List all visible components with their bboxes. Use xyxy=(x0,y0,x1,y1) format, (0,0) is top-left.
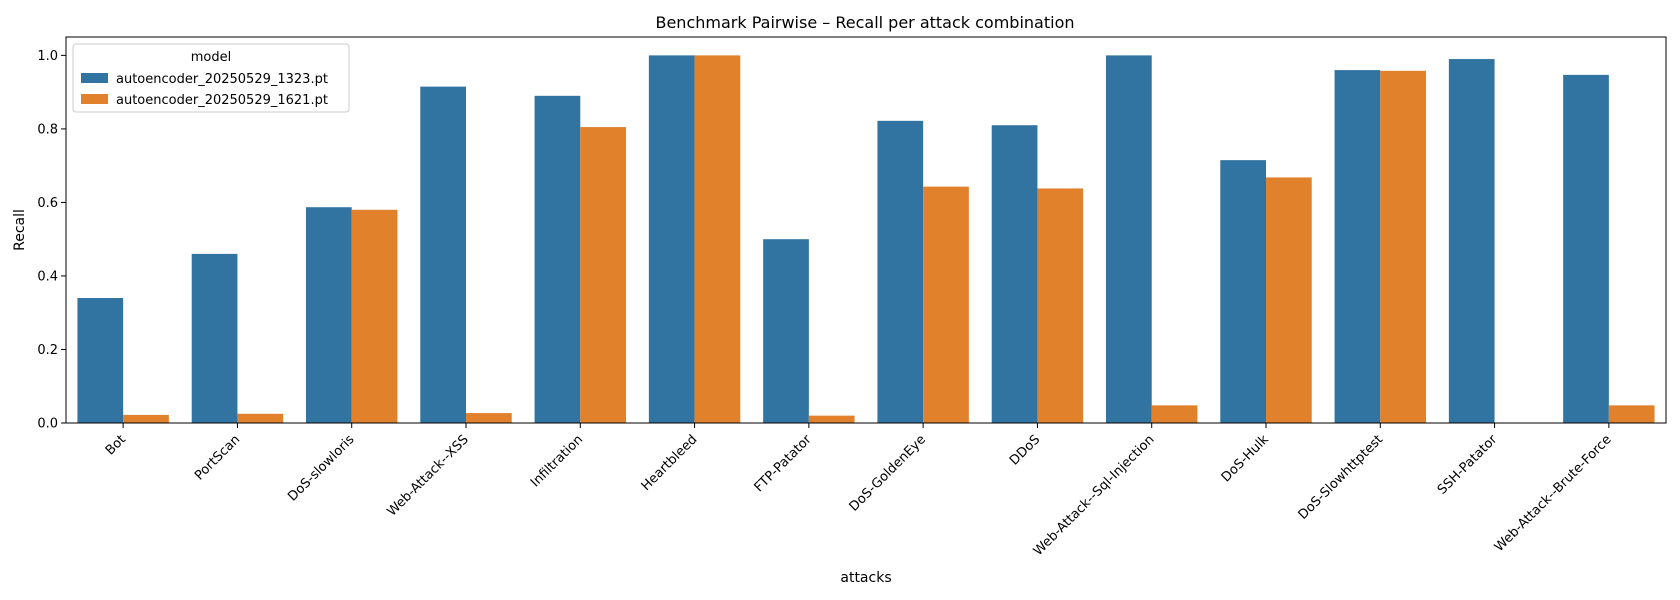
bar-2 xyxy=(466,413,512,423)
bar-1 xyxy=(191,253,238,423)
legend: model autoencoder_20250529_1323.ptautoen… xyxy=(72,43,350,113)
bar-1 xyxy=(1448,59,1495,424)
x-tick-label: Web-Attack--Brute-Force xyxy=(1492,432,1615,555)
legend-title: model xyxy=(191,50,231,65)
legend-swatch xyxy=(81,73,108,83)
bar-2 xyxy=(923,186,969,423)
bar-2 xyxy=(580,127,626,424)
bar-2 xyxy=(1151,405,1198,423)
plot-frame xyxy=(65,36,1667,424)
bar-2 xyxy=(1608,405,1655,423)
x-tick-label: PortScan xyxy=(192,432,243,483)
legend-swatch xyxy=(81,94,108,104)
x-tick-label: DoS-Hulk xyxy=(1219,432,1272,485)
x-tick-label: Infiltration xyxy=(528,432,586,490)
bar-2 xyxy=(351,209,398,423)
x-axis-label: attacks xyxy=(840,570,891,586)
x-tick-label: Web-Attack--Sql-Injection xyxy=(1031,432,1158,559)
x-tick-label: FTP-Patator xyxy=(752,432,815,495)
x-tick-label: Heartbleed xyxy=(639,432,701,494)
bar-2 xyxy=(694,55,741,423)
bar-2 xyxy=(1380,70,1426,423)
bar-1 xyxy=(306,207,352,423)
x-tick-label: DoS-GoldenEye xyxy=(847,432,929,514)
bars-group xyxy=(77,55,1655,424)
bar-2 xyxy=(237,413,284,423)
x-axis: Bot PortScan DoS-slowloris Web-Attack--XSS I… xyxy=(103,423,1615,559)
bar-1 xyxy=(420,86,466,423)
bar-2 xyxy=(1037,188,1084,423)
bar-2 xyxy=(123,414,169,423)
y-axis: 0.0 0.2 0.4 0.6 0.8 1.0 xyxy=(37,49,66,432)
chart-title: Benchmark Pairwise – Recall per attack c… xyxy=(655,13,1074,32)
bar-1 xyxy=(77,298,124,423)
legend-item-label: autoencoder_20250529_1323.pt xyxy=(116,72,328,87)
x-tick-label: Web-Attack--XSS xyxy=(385,432,472,519)
y-tick-label: 1.0 xyxy=(37,49,58,64)
y-tick-label: 0.4 xyxy=(37,269,58,284)
x-tick-label: DoS-slowloris xyxy=(285,432,357,504)
y-axis-label: Recall xyxy=(12,209,28,251)
y-tick-label: 0.2 xyxy=(37,343,58,358)
x-tick-label: DoS-Slowhttptest xyxy=(1296,432,1387,523)
x-tick-label: SSH-Patator xyxy=(1435,432,1501,498)
bar-1 xyxy=(1220,160,1266,423)
bar-1 xyxy=(763,239,809,423)
bar-1 xyxy=(877,120,924,424)
x-tick-label: DDoS xyxy=(1007,432,1043,468)
legend-item-label: autoencoder_20250529_1621.pt xyxy=(116,93,328,108)
y-tick-label: 0.6 xyxy=(37,196,58,211)
bar-1 xyxy=(991,125,1038,423)
bar-1 xyxy=(1563,74,1609,424)
legend-box xyxy=(72,43,350,113)
bar-1 xyxy=(534,95,581,424)
bar-1 xyxy=(1334,70,1381,423)
bar-1 xyxy=(648,55,695,423)
bar-1 xyxy=(1106,55,1152,423)
x-tick-label: Bot xyxy=(103,432,129,458)
y-tick-label: 0.8 xyxy=(37,122,58,137)
bar-2 xyxy=(1266,177,1312,423)
y-tick-label: 0.0 xyxy=(37,417,58,432)
bar-2 xyxy=(808,415,855,423)
